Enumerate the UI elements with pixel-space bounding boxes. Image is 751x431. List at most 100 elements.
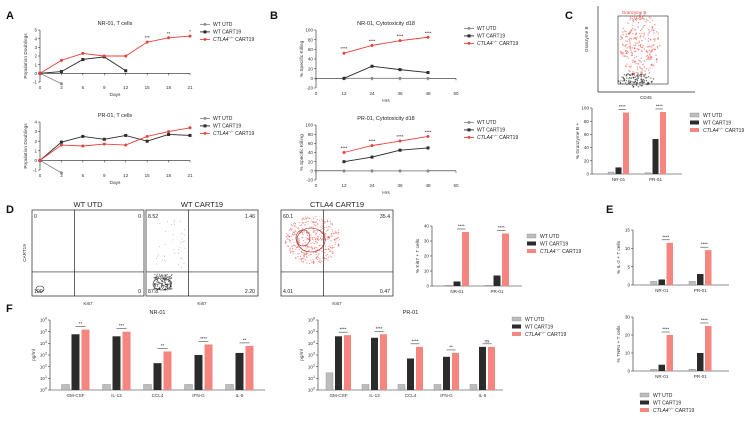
flow-event-red xyxy=(315,238,317,240)
flow-event-red xyxy=(323,218,325,221)
flow-event xyxy=(156,279,159,282)
flow-event-red xyxy=(633,47,636,50)
flow-event-red xyxy=(299,255,302,257)
flow-event-red xyxy=(314,251,317,253)
flow-event xyxy=(165,279,167,282)
flow-event xyxy=(181,267,183,269)
legend-label-ctla4: CTLA4−/− CART19 xyxy=(477,134,518,141)
flow-event-red xyxy=(317,239,319,242)
flow-event xyxy=(153,277,155,279)
tick-base: 10 xyxy=(40,388,46,393)
flow-event-black xyxy=(632,81,634,83)
flow-event xyxy=(170,224,172,226)
flow-event-red xyxy=(338,239,340,241)
bar-cart19 xyxy=(335,336,342,390)
flow-event-red xyxy=(629,30,631,32)
y-tick-label: -20 xyxy=(306,178,313,183)
flow-event-red xyxy=(298,239,300,241)
bar-cart19 xyxy=(453,281,461,286)
series-line-cart19 xyxy=(343,65,429,79)
flow-plot-c: Granzyme B CTLA4 Granzyme B CD45 xyxy=(584,6,695,100)
tick-base: 10 xyxy=(40,341,46,346)
flow-event-red xyxy=(300,259,302,261)
tick-base: 10 xyxy=(308,364,314,369)
flow-event-red xyxy=(641,39,643,42)
flow-event-red xyxy=(632,59,634,61)
legend-label-utd: WT UTD xyxy=(213,22,233,28)
flow-event-red xyxy=(321,260,323,263)
significance-label: **** xyxy=(376,326,383,331)
flow-c-x-axis: CD45 xyxy=(640,95,652,100)
bar-cart19 xyxy=(652,139,659,174)
flow-event-red xyxy=(294,225,296,228)
flow-event xyxy=(158,246,160,248)
flow-event-black xyxy=(620,80,622,82)
flow-event xyxy=(160,275,162,277)
flow-event-red xyxy=(295,257,297,259)
significance-label: *** xyxy=(145,35,150,40)
category-label: CCL4 xyxy=(405,393,417,398)
data-point-utd xyxy=(342,169,346,173)
flow-event-red xyxy=(308,237,310,239)
flow-event-red xyxy=(645,55,647,58)
flow-event-red xyxy=(297,253,299,255)
legend-label-utd: WT UTD xyxy=(477,120,497,126)
flow-event-black xyxy=(630,77,632,79)
flow-event-red xyxy=(642,18,644,20)
data-point-cart19 xyxy=(370,64,374,68)
flow-event-red xyxy=(284,242,287,244)
flow-event-red xyxy=(642,44,644,47)
flow-event-red xyxy=(639,60,641,62)
flow-event-red xyxy=(331,228,333,231)
series-line-ctla4 xyxy=(39,35,191,74)
flow-event-red xyxy=(291,248,293,250)
flow-event-red xyxy=(303,254,306,256)
flow-event-red xyxy=(320,229,322,231)
flow-event-red xyxy=(312,217,315,219)
flow-event-red xyxy=(305,259,307,261)
flow-event-red xyxy=(622,44,624,47)
significance-label: **** xyxy=(412,338,419,343)
flow-event xyxy=(154,274,156,276)
flow-event-red xyxy=(320,226,322,228)
flow-event-red xyxy=(628,46,630,48)
flow-event-red xyxy=(638,44,640,47)
flow-event-red xyxy=(298,227,300,229)
tick-exp: 0 xyxy=(45,387,47,391)
flow-event xyxy=(163,284,165,286)
data-point-cart19 xyxy=(59,70,63,74)
flow-event-red xyxy=(316,226,319,228)
category-label: NR-01 xyxy=(655,374,669,379)
flow-event-red xyxy=(311,262,313,264)
flow-event-red xyxy=(324,252,326,254)
y-tick-label: 101 xyxy=(40,375,47,381)
tick-exp: 2 xyxy=(45,363,47,367)
legend-marker-ctla4 xyxy=(203,132,207,135)
flow-event-red xyxy=(288,235,290,237)
flow-event-red xyxy=(312,258,314,261)
flow-plot-d-2: WT CART19 8.52 1.46 87.8 2.20 Ki67 xyxy=(145,200,259,306)
bar-utd xyxy=(688,369,696,372)
y-tick-label: 60 xyxy=(584,132,590,137)
panel-label-a: A xyxy=(6,10,14,22)
flow-event-red xyxy=(647,45,650,48)
data-point-cart19 xyxy=(188,133,192,137)
y-tick-label: 102 xyxy=(308,363,315,369)
flow-event xyxy=(168,281,170,283)
flow-event-red xyxy=(286,238,288,240)
flow-event-red xyxy=(306,252,308,255)
flow-event-red xyxy=(303,218,305,220)
legend-swatch-ctla4 xyxy=(690,128,699,132)
bar-ctla4 xyxy=(705,326,712,371)
panel-label-c: C xyxy=(565,10,573,22)
flow-event-red xyxy=(301,221,304,224)
flow-event xyxy=(168,277,171,279)
flow-event-red xyxy=(634,28,636,31)
chart-d-ki67: 0 10 20 30 40 % Ki67 + T cells NR-01 **** PR-01 *… xyxy=(415,224,522,294)
legend-swatch-cart19 xyxy=(527,241,536,246)
flow-event-red xyxy=(294,224,296,226)
flow-event-red xyxy=(625,33,627,35)
legend-label-ctla4: CTLA4−/− CART19 xyxy=(653,407,694,414)
flow-event xyxy=(162,275,164,277)
